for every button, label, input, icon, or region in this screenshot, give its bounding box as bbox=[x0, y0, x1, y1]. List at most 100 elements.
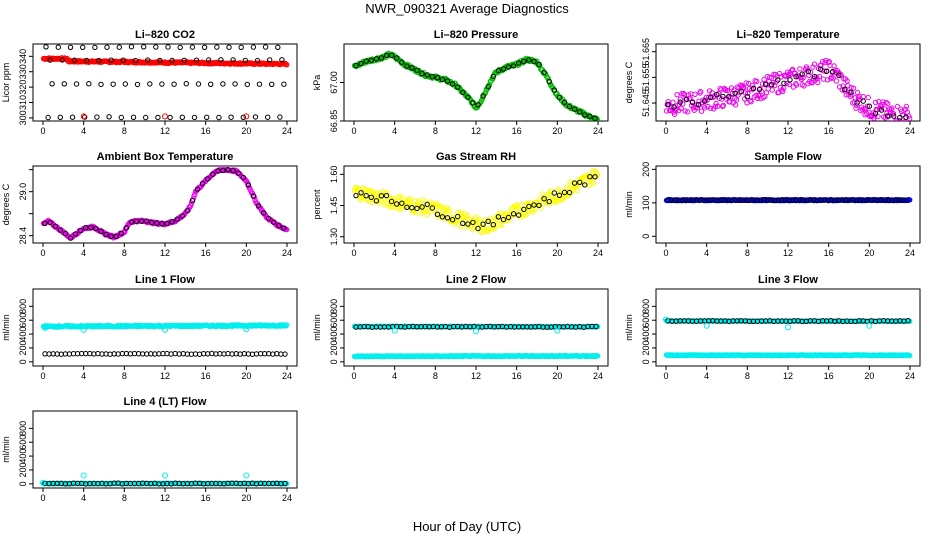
data-point bbox=[785, 324, 791, 331]
data-point bbox=[130, 114, 137, 121]
data-point bbox=[566, 189, 573, 196]
x-tick-label: 0 bbox=[351, 126, 356, 136]
x-tick-label: 8 bbox=[433, 126, 438, 136]
data-point bbox=[825, 197, 831, 204]
data-point bbox=[830, 68, 836, 75]
data-point bbox=[679, 197, 685, 204]
data-point bbox=[807, 197, 814, 203]
data-point bbox=[262, 44, 269, 50]
x-tick-label: 16 bbox=[201, 248, 211, 258]
data-point bbox=[677, 99, 683, 105]
data-point bbox=[546, 193, 552, 199]
data-point bbox=[521, 206, 527, 213]
y-tick-label: 29.0 bbox=[18, 183, 28, 201]
data-point bbox=[250, 193, 257, 199]
data-point bbox=[744, 94, 750, 100]
data-point bbox=[743, 197, 749, 203]
x-tick-label: 24 bbox=[593, 126, 603, 136]
data-point bbox=[775, 197, 781, 203]
data-point bbox=[695, 102, 702, 108]
y-tick-label: 51.665 bbox=[641, 38, 651, 66]
data-point bbox=[464, 212, 471, 219]
data-point bbox=[143, 114, 149, 121]
data-point bbox=[782, 197, 789, 203]
data-point bbox=[96, 57, 102, 64]
data-point bbox=[750, 82, 756, 89]
data-point bbox=[164, 220, 170, 227]
data-point bbox=[531, 207, 537, 213]
data-point bbox=[388, 198, 395, 205]
y-tick-label: 310 bbox=[18, 95, 28, 110]
data-point bbox=[133, 218, 140, 225]
data-point bbox=[702, 105, 708, 111]
data-point bbox=[279, 57, 285, 63]
data-point bbox=[271, 219, 277, 225]
data-point bbox=[546, 78, 552, 85]
data-point bbox=[577, 182, 583, 188]
data-point bbox=[284, 61, 290, 68]
data-point bbox=[547, 201, 553, 207]
data-point bbox=[864, 103, 871, 109]
data-point bbox=[665, 197, 671, 203]
data-points bbox=[40, 322, 290, 357]
data-point bbox=[206, 57, 212, 63]
data-points bbox=[663, 196, 913, 204]
y-tick-label: 0 bbox=[641, 234, 651, 239]
data-point bbox=[445, 207, 451, 214]
data-points bbox=[40, 472, 290, 487]
data-point bbox=[55, 44, 61, 50]
data-point bbox=[128, 219, 135, 225]
data-point bbox=[260, 210, 267, 216]
data-point bbox=[853, 197, 860, 204]
data-point bbox=[850, 197, 856, 203]
data-point bbox=[848, 84, 854, 91]
data-point bbox=[216, 114, 222, 121]
data-point bbox=[465, 221, 471, 227]
data-point bbox=[765, 197, 771, 204]
data-point bbox=[590, 168, 596, 174]
data-point bbox=[210, 171, 216, 177]
y-axis-label: ml/min bbox=[624, 191, 634, 218]
data-point bbox=[577, 109, 583, 115]
x-tick-label: 20 bbox=[864, 248, 874, 258]
data-point bbox=[40, 479, 46, 486]
panel-6: Line 1 Flow ml/min 0 4 8 12 16 20 24 0 20040060080… bbox=[1, 274, 298, 381]
data-point bbox=[686, 96, 692, 102]
y-tick-label: 0 bbox=[18, 359, 28, 364]
data-point bbox=[683, 197, 689, 203]
data-point bbox=[804, 66, 810, 72]
data-point bbox=[358, 60, 364, 67]
data-point bbox=[836, 72, 842, 79]
data-point bbox=[815, 79, 821, 86]
x-tick-label: 20 bbox=[241, 248, 251, 258]
data-point bbox=[353, 62, 359, 69]
data-point bbox=[108, 233, 114, 240]
data-point bbox=[475, 225, 481, 232]
data-point bbox=[587, 113, 593, 120]
data-point bbox=[368, 194, 374, 201]
data-point bbox=[220, 81, 226, 87]
data-point bbox=[424, 212, 430, 218]
data-point bbox=[689, 99, 696, 106]
y-axis-label: degrees C bbox=[624, 61, 634, 103]
x-tick-label: 20 bbox=[241, 126, 251, 136]
x-tick-label: 4 bbox=[392, 248, 397, 258]
figure-xlabel: Hour of Day (UTC) bbox=[413, 519, 521, 534]
data-point bbox=[700, 197, 707, 204]
data-point bbox=[473, 216, 480, 223]
data-point bbox=[793, 82, 800, 88]
data-point bbox=[353, 192, 359, 199]
plot-frame bbox=[32, 43, 298, 122]
data-point bbox=[373, 198, 380, 204]
data-point bbox=[199, 180, 206, 187]
panel-title: Li–820 Temperature bbox=[736, 29, 839, 41]
data-point bbox=[571, 180, 578, 186]
y-tick-label: 330 bbox=[18, 64, 28, 79]
data-point bbox=[184, 207, 191, 214]
data-point bbox=[477, 217, 483, 223]
data-point bbox=[889, 197, 895, 204]
data-point bbox=[45, 114, 51, 121]
data-point bbox=[473, 214, 479, 220]
y-tick-label: 51.655 bbox=[641, 64, 651, 92]
